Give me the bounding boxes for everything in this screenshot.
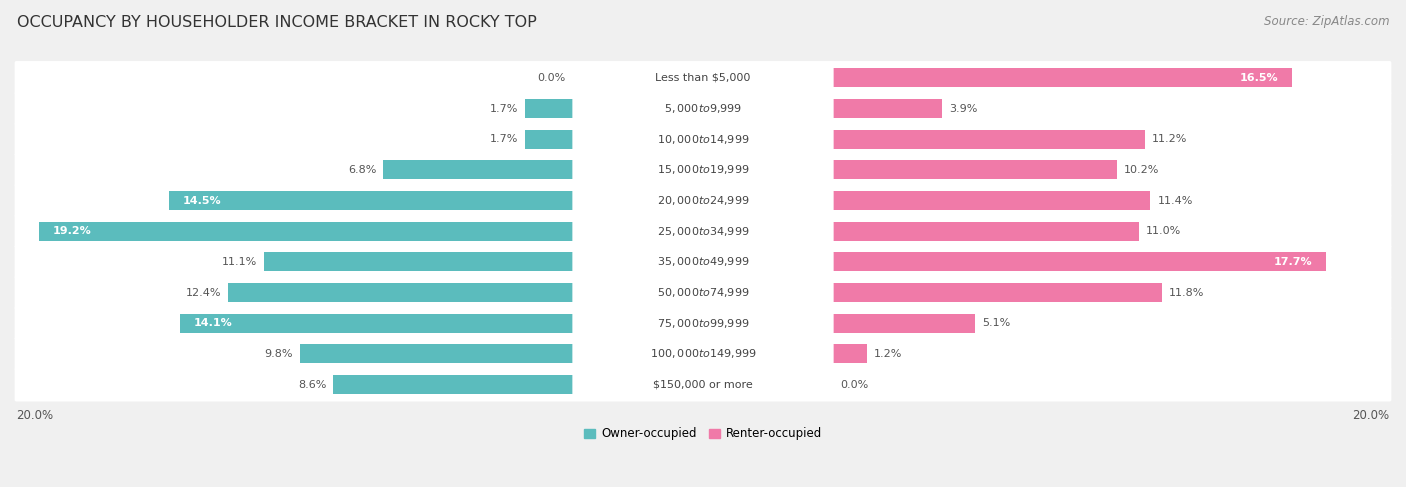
Text: $25,000 to $34,999: $25,000 to $34,999 xyxy=(657,225,749,238)
Text: 5.1%: 5.1% xyxy=(983,318,1011,328)
FancyBboxPatch shape xyxy=(14,184,1392,218)
Text: 1.7%: 1.7% xyxy=(491,104,519,113)
Bar xyxy=(228,283,572,302)
Bar xyxy=(333,375,572,394)
Bar xyxy=(169,191,572,210)
Bar xyxy=(834,283,1161,302)
Text: 0.0%: 0.0% xyxy=(537,73,565,83)
FancyBboxPatch shape xyxy=(572,310,834,337)
FancyBboxPatch shape xyxy=(14,245,1392,279)
Text: 11.0%: 11.0% xyxy=(1146,226,1181,236)
Text: $50,000 to $74,999: $50,000 to $74,999 xyxy=(657,286,749,299)
Text: Less than $5,000: Less than $5,000 xyxy=(655,73,751,83)
Bar xyxy=(299,344,572,363)
FancyBboxPatch shape xyxy=(572,187,834,214)
Text: $35,000 to $49,999: $35,000 to $49,999 xyxy=(657,255,749,268)
Bar xyxy=(834,344,868,363)
Text: 14.1%: 14.1% xyxy=(194,318,233,328)
FancyBboxPatch shape xyxy=(572,279,834,306)
Text: 0.0%: 0.0% xyxy=(841,380,869,390)
Bar xyxy=(834,191,1150,210)
Text: 1.2%: 1.2% xyxy=(873,349,903,359)
FancyBboxPatch shape xyxy=(14,61,1392,95)
Text: 11.4%: 11.4% xyxy=(1157,196,1192,206)
Bar xyxy=(180,314,572,333)
Bar xyxy=(264,252,572,271)
Text: 16.5%: 16.5% xyxy=(1240,73,1278,83)
Text: 1.7%: 1.7% xyxy=(491,134,519,144)
FancyBboxPatch shape xyxy=(572,156,834,184)
Text: $100,000 to $149,999: $100,000 to $149,999 xyxy=(650,347,756,360)
Bar xyxy=(526,130,572,149)
Text: 3.9%: 3.9% xyxy=(949,104,977,113)
FancyBboxPatch shape xyxy=(14,214,1392,248)
FancyBboxPatch shape xyxy=(14,153,1392,187)
FancyBboxPatch shape xyxy=(572,371,834,398)
Bar xyxy=(834,99,942,118)
Text: 10.2%: 10.2% xyxy=(1123,165,1160,175)
Bar xyxy=(38,222,572,241)
FancyBboxPatch shape xyxy=(14,92,1392,126)
FancyBboxPatch shape xyxy=(572,126,834,153)
FancyBboxPatch shape xyxy=(14,276,1392,309)
Legend: Owner-occupied, Renter-occupied: Owner-occupied, Renter-occupied xyxy=(579,423,827,445)
Bar xyxy=(834,314,976,333)
FancyBboxPatch shape xyxy=(572,218,834,245)
Text: 17.7%: 17.7% xyxy=(1274,257,1312,267)
Bar xyxy=(834,160,1118,179)
FancyBboxPatch shape xyxy=(572,95,834,122)
Text: $10,000 to $14,999: $10,000 to $14,999 xyxy=(657,133,749,146)
Text: $5,000 to $9,999: $5,000 to $9,999 xyxy=(664,102,742,115)
Bar xyxy=(384,160,572,179)
FancyBboxPatch shape xyxy=(14,306,1392,340)
Text: OCCUPANCY BY HOUSEHOLDER INCOME BRACKET IN ROCKY TOP: OCCUPANCY BY HOUSEHOLDER INCOME BRACKET … xyxy=(17,15,537,30)
Bar xyxy=(834,130,1144,149)
Text: Source: ZipAtlas.com: Source: ZipAtlas.com xyxy=(1264,15,1389,28)
Text: $20,000 to $24,999: $20,000 to $24,999 xyxy=(657,194,749,207)
Text: 12.4%: 12.4% xyxy=(186,288,221,298)
FancyBboxPatch shape xyxy=(14,368,1392,401)
Text: 8.6%: 8.6% xyxy=(298,380,326,390)
Text: 20.0%: 20.0% xyxy=(17,409,53,422)
Text: $150,000 or more: $150,000 or more xyxy=(654,380,752,390)
Text: 11.8%: 11.8% xyxy=(1168,288,1204,298)
Text: $75,000 to $99,999: $75,000 to $99,999 xyxy=(657,317,749,330)
Bar xyxy=(526,99,572,118)
FancyBboxPatch shape xyxy=(572,64,834,92)
Text: 11.2%: 11.2% xyxy=(1152,134,1187,144)
Text: 20.0%: 20.0% xyxy=(1353,409,1389,422)
Text: 19.2%: 19.2% xyxy=(52,226,91,236)
FancyBboxPatch shape xyxy=(572,248,834,276)
FancyBboxPatch shape xyxy=(572,340,834,368)
Text: 14.5%: 14.5% xyxy=(183,196,222,206)
Text: $15,000 to $19,999: $15,000 to $19,999 xyxy=(657,164,749,176)
Bar xyxy=(834,222,1139,241)
FancyBboxPatch shape xyxy=(14,122,1392,156)
Bar xyxy=(834,252,1326,271)
Text: 9.8%: 9.8% xyxy=(264,349,292,359)
Bar xyxy=(834,68,1292,87)
FancyBboxPatch shape xyxy=(14,337,1392,371)
Text: 11.1%: 11.1% xyxy=(222,257,257,267)
Text: 6.8%: 6.8% xyxy=(349,165,377,175)
